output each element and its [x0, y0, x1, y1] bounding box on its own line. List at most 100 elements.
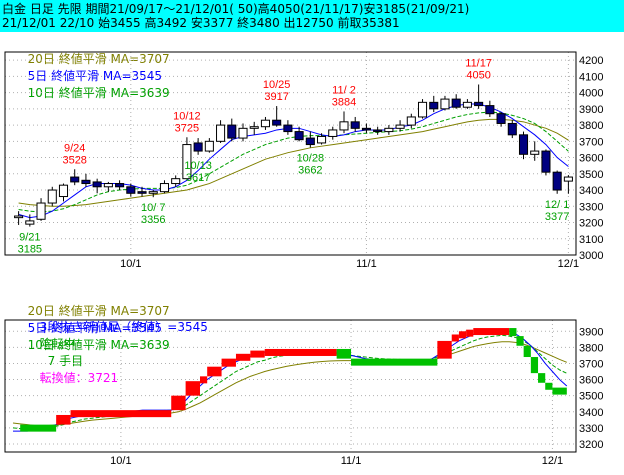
low-date-label: 9/21	[19, 232, 40, 244]
y-tick-label: 3600	[579, 153, 603, 165]
bear-block	[516, 336, 524, 346]
high-value-label: 4050	[466, 69, 490, 81]
y-tick-label: 3400	[579, 407, 603, 419]
high-value-label: 3725	[175, 122, 199, 134]
low-value-label: 3185	[18, 244, 42, 256]
legend-ma20-lower: 20日 終値平滑 MA=3707	[27, 304, 170, 318]
y-tick-label: 3900	[579, 104, 603, 116]
y-tick-label: 3300	[579, 423, 603, 435]
y-tick-label: 3300	[579, 201, 603, 213]
candle-body	[47, 189, 57, 204]
high-value-label: 3884	[332, 96, 356, 108]
y-tick-label: 4200	[579, 55, 603, 67]
candle-body	[429, 101, 439, 110]
upper-legend: 20日 終値平滑 MA=3707 5日 終値平滑 MA=3545 10日 終値平…	[20, 36, 170, 101]
candle-body	[462, 101, 472, 108]
candle-body	[541, 150, 551, 173]
new-price-title: 3段抜き新値足（終値）=3545	[39, 320, 208, 334]
candle-body	[148, 191, 158, 194]
ma10-line	[18, 111, 569, 213]
candle-body	[260, 119, 270, 128]
y-tick-label: 4100	[579, 71, 603, 83]
candle-body	[440, 98, 450, 110]
candle-body	[272, 119, 282, 126]
bull-block	[221, 358, 236, 367]
candle-body	[216, 124, 226, 142]
bull-block	[437, 340, 452, 359]
lower-ma20-line	[12, 341, 567, 426]
candle-body	[518, 134, 529, 155]
candle-body	[305, 137, 315, 146]
candle-body	[126, 186, 136, 194]
y-tick-label: 4000	[579, 88, 603, 100]
candle-body	[373, 129, 383, 133]
candle-body	[58, 184, 69, 198]
bear-block	[538, 373, 546, 383]
low-value-label: 3377	[545, 211, 569, 223]
bull-block	[200, 376, 208, 384]
ma20-line	[18, 118, 569, 207]
turn-value: 転換値：3721	[39, 371, 119, 385]
bear-block	[523, 345, 531, 358]
low-date-label: 10/13	[184, 160, 212, 172]
candle-body	[115, 183, 125, 188]
candle-body	[249, 126, 259, 129]
y-tick-label: 3700	[579, 136, 603, 148]
low-value-label: 3662	[298, 164, 322, 176]
low-value-label: 3356	[141, 214, 165, 226]
bull-block	[235, 353, 251, 361]
candlestick-chart: 3000 3100 3200 3300 3400 3500 3600 3700 3800 3900…	[4, 51, 603, 270]
candle-body	[193, 142, 203, 152]
y-tick-label: 3200	[579, 218, 603, 230]
trend-state: 陰転中	[39, 337, 76, 351]
bull-block	[171, 395, 186, 411]
low-value-label: 3617	[186, 172, 210, 184]
bear-block	[20, 424, 57, 432]
bear-block	[545, 382, 553, 390]
low-date-label: 10/ 7	[141, 202, 165, 214]
high-date-label: 11/ 2	[332, 84, 356, 96]
candle-body	[552, 171, 562, 191]
y-tick-label: 3000	[579, 250, 603, 262]
candle-body	[350, 121, 360, 129]
y-tick-label: 3600	[579, 375, 603, 387]
candle-body	[294, 131, 304, 141]
candle-body	[417, 101, 428, 118]
y-tick-label: 3500	[579, 391, 603, 403]
lower-plot-frame	[4, 319, 577, 453]
candle-body	[238, 127, 248, 139]
bull-block	[264, 348, 337, 356]
y-tick-label: 3500	[579, 169, 603, 181]
candle-body	[328, 129, 338, 137]
candle-body	[137, 191, 147, 194]
legend-ma20: 20日 終値平滑 MA=3707	[27, 52, 170, 66]
candle-body	[530, 150, 540, 155]
y-tick-label: 3200	[579, 439, 603, 451]
candle-body	[451, 98, 461, 108]
lower-info: 3段抜き新値足（終値）=3545 陰転中 7 手目 転換値：3721	[32, 304, 208, 386]
x-tick-label: 10/1	[110, 455, 131, 467]
y-tick-label: 3100	[579, 234, 603, 246]
upper-plot-frame	[4, 51, 577, 256]
bull-block	[466, 329, 474, 337]
bear-block	[552, 387, 567, 395]
x-tick-label: 10/1	[120, 258, 141, 270]
bull-block	[458, 331, 467, 339]
high-value-label: 3528	[62, 154, 86, 166]
candle-body	[317, 135, 327, 144]
candle-body	[227, 124, 237, 139]
candle-body	[92, 181, 102, 188]
y-tick-label: 3400	[579, 185, 603, 197]
y-tick-label: 3700	[579, 358, 603, 370]
high-date-label: 10/25	[263, 79, 291, 91]
y-tick-label: 3900	[579, 326, 603, 338]
candle-body	[406, 116, 416, 126]
candle-body	[496, 113, 506, 124]
candle-body	[70, 176, 80, 183]
bull-block	[56, 414, 71, 425]
legend-ma10-lower: 10日 終値平滑 MA=3639	[27, 338, 170, 352]
bull-block	[451, 334, 459, 342]
candle-body	[14, 215, 24, 219]
x-tick-label: 11/1	[356, 258, 377, 270]
